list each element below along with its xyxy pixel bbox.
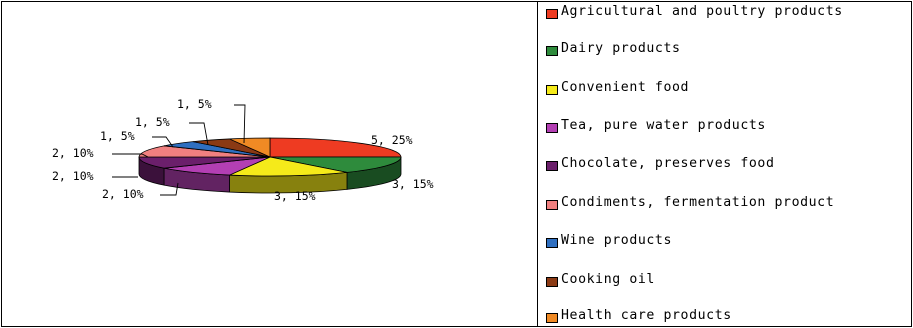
data-label-0: 5, 25% [371, 133, 413, 147]
pie-slice-1 [269, 156, 402, 173]
legend-swatch-2 [546, 85, 558, 95]
legend-label-1: Dairy products [561, 41, 681, 56]
data-label-3: 2, 10% [102, 187, 144, 201]
legend-item-8: Health care products [546, 309, 906, 323]
legend-item-0: Agricultural and poultry products [546, 5, 906, 19]
legend-swatch-3 [546, 123, 558, 133]
legend-item-7: Cooking oil [546, 273, 906, 287]
legend-swatch-0 [546, 9, 558, 19]
pie-chart: 5, 25% 3, 15% 3, 15% 2, 10% 2, 10% 2, 10% 1, 5… [2, 2, 536, 326]
legend-item-3: Tea, pure water products [546, 119, 906, 133]
legend-label-3: Tea, pure water products [561, 118, 766, 133]
legend-divider [537, 1, 538, 327]
data-label-6: 1, 5% [100, 129, 135, 143]
data-label-8: 1, 5% [177, 97, 212, 111]
pie-chart-svg: 5, 25% 3, 15% 3, 15% 2, 10% 2, 10% 2, 10% 1, 5… [52, 97, 434, 203]
leader-line-8 [234, 104, 246, 144]
data-label-1: 3, 15% [392, 177, 434, 191]
pie-slice-5 [138, 145, 271, 158]
pie-slice-2 [229, 156, 348, 177]
legend-label-8: Health care products [561, 308, 732, 323]
pie-slice-0 [269, 137, 402, 158]
legend-label-7: Cooking oil [561, 272, 655, 287]
legend-item-1: Dairy products [546, 42, 906, 56]
legend-item-2: Convenient food [546, 81, 906, 95]
leader-line-7 [189, 122, 209, 146]
leader-line-6 [152, 136, 174, 148]
leader-line-5 [112, 153, 149, 158]
legend-label-5: Condiments, fermentation product [561, 195, 835, 210]
legend-swatch-8 [546, 313, 558, 323]
legend-swatch-1 [546, 46, 558, 56]
legend-swatch-6 [546, 238, 558, 248]
legend: Agricultural and poultry products Dairy … [540, 2, 910, 326]
legend-item-5: Condiments, fermentation product [546, 196, 876, 210]
legend-swatch-7 [546, 277, 558, 287]
legend-swatch-5 [546, 200, 558, 210]
legend-label-4: Chocolate, preserves food [561, 156, 775, 171]
legend-item-6: Wine products [546, 234, 906, 248]
data-label-2: 3, 15% [274, 189, 316, 203]
legend-label-2: Convenient food [561, 80, 690, 95]
data-label-4: 2, 10% [52, 169, 94, 183]
legend-label-6: Wine products [561, 233, 673, 248]
data-label-7: 1, 5% [135, 115, 170, 129]
legend-item-4: Chocolate, preserves food [546, 157, 906, 171]
pie-slice-8 [229, 137, 271, 158]
leader-line-3 [160, 182, 179, 196]
legend-swatch-4 [546, 161, 558, 171]
legend-label-0: Agricultural and poultry products [561, 4, 843, 19]
data-label-5: 2, 10% [52, 146, 94, 160]
